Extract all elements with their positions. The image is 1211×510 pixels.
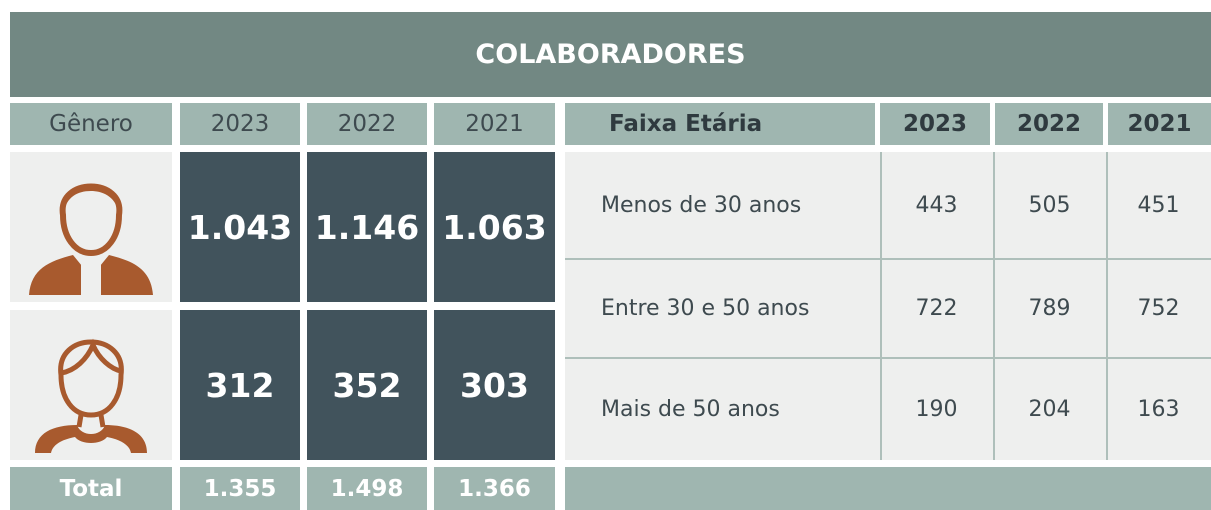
gender-value: 352 — [307, 310, 427, 460]
gender-total: 1.355 — [180, 467, 300, 510]
gender-value: 312 — [180, 310, 300, 460]
gender-header: Gênero — [10, 103, 172, 145]
column-divider — [1106, 152, 1108, 460]
gender-header: 2022 — [307, 103, 427, 145]
age-table-body — [565, 152, 1211, 460]
gender-total: 1.498 — [307, 467, 427, 510]
male-icon — [29, 183, 153, 295]
age-value: 505 — [1028, 193, 1071, 218]
gender-header: 2021 — [434, 103, 555, 145]
age-value: 752 — [1137, 296, 1180, 321]
female-icon — [35, 338, 147, 453]
row-divider — [565, 357, 1211, 359]
age-value: 163 — [1137, 396, 1180, 422]
age-value: 443 — [915, 193, 958, 218]
female-icon-cell — [10, 310, 172, 460]
age-label: Mais de 50 anos — [601, 396, 780, 422]
age-label: Menos de 30 anos — [601, 193, 802, 218]
age-value: 190 — [915, 396, 958, 422]
age-header: 2023 — [880, 103, 990, 145]
gender-value: 303 — [434, 310, 555, 460]
age-label: Entre 30 e 50 anos — [601, 296, 810, 321]
gender-total: Total — [10, 467, 172, 510]
age-value: 204 — [1028, 396, 1071, 422]
male-icon-cell — [10, 152, 172, 302]
age-header: Faixa Etária — [565, 103, 875, 145]
row-divider — [565, 258, 1211, 260]
age-total-blank — [565, 467, 1211, 510]
age-value: 789 — [1028, 296, 1071, 321]
gender-value: 1.043 — [180, 152, 300, 302]
gender-header: 2023 — [180, 103, 300, 145]
age-header: 2022 — [995, 103, 1103, 145]
title-bar: COLABORADORES — [10, 12, 1211, 97]
age-value: 722 — [915, 296, 958, 321]
gender-value: 1.146 — [307, 152, 427, 302]
column-divider — [993, 152, 995, 460]
gender-value: 1.063 — [434, 152, 555, 302]
age-header: 2021 — [1108, 103, 1211, 145]
column-divider — [880, 152, 882, 460]
age-value: 451 — [1137, 193, 1180, 218]
gender-total: 1.366 — [434, 467, 555, 510]
